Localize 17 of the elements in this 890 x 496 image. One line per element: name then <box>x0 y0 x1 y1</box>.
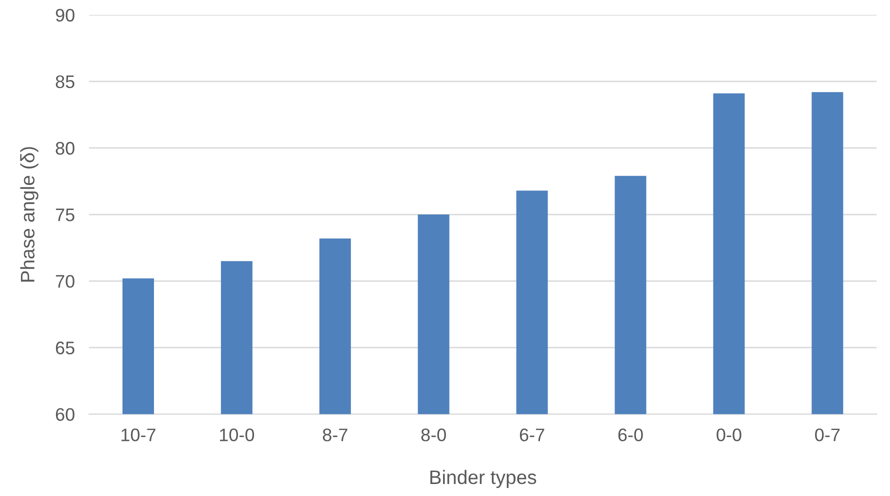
y-axis-title: Phase angle (δ) <box>20 147 38 282</box>
x-tick-label: 6-7 <box>520 428 544 442</box>
y-tick-label: 90 <box>56 8 74 22</box>
y-tick-label: 75 <box>56 208 74 222</box>
x-axis-title: Binder types <box>430 470 536 488</box>
x-tick-label: 0-7 <box>815 428 840 442</box>
y-tick-label: 80 <box>56 142 74 155</box>
x-tick-label: 6-0 <box>618 428 643 442</box>
y-tick-label: 60 <box>56 408 74 421</box>
y-tick-label: 65 <box>56 342 74 354</box>
x-tick-label: 8-0 <box>421 428 446 442</box>
x-tick-label: 0-0 <box>716 428 742 442</box>
x-tick-label: 10-7 <box>122 428 156 442</box>
x-tick-label: 8-7 <box>322 428 348 442</box>
y-tick-label: 70 <box>56 275 74 288</box>
x-tick-label: 10-0 <box>220 428 254 442</box>
y-tick-label: 85 <box>56 75 74 88</box>
